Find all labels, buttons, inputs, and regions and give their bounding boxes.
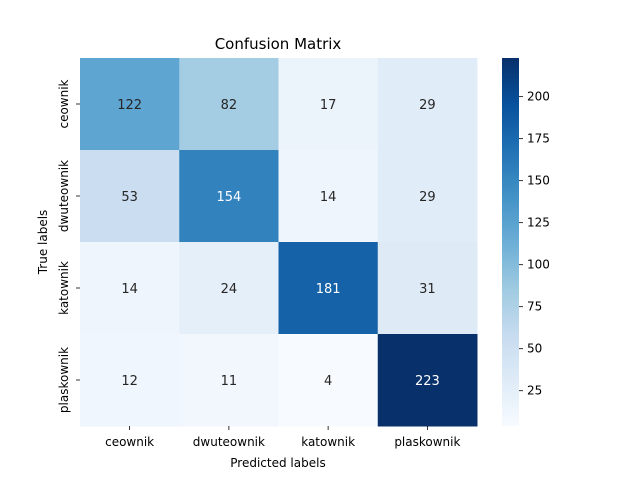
heatmap-cell (179, 334, 279, 427)
y-tick-label: ceownik (57, 79, 71, 128)
colorbar-tick-label: 50 (527, 342, 542, 356)
y-axis-label: True labels (36, 210, 50, 276)
colorbar-tick-label: 125 (527, 216, 550, 230)
heatmap-cell (80, 334, 180, 427)
heatmap-cell (377, 58, 478, 151)
y-tick-label: dwuteownik (57, 160, 71, 232)
heatmap-cell (278, 150, 379, 243)
cell-value-label: 17 (320, 98, 337, 113)
cell-value-label: 122 (117, 98, 142, 113)
cell-value-label: 82 (221, 98, 238, 113)
x-tick-labels: ceownik dwuteownik katownik plaskownik (105, 426, 460, 449)
chart-title: Confusion Matrix (215, 35, 342, 53)
colorbar-tick-label: 100 (527, 258, 550, 272)
heatmap-cell (278, 242, 379, 335)
cell-value-label: 181 (316, 282, 341, 297)
y-tick-label: plaskownik (57, 347, 71, 413)
heatmap-cell (377, 242, 478, 335)
heatmap-cell (377, 334, 478, 427)
y-tick-label: katownik (57, 261, 71, 315)
cell-value-label: 29 (419, 190, 436, 205)
x-tick-label: plaskownik (394, 435, 460, 449)
colorbar-tick-label: 150 (527, 174, 550, 188)
heatmap-cell (179, 150, 279, 243)
x-tick-label: ceownik (105, 435, 154, 449)
colorbar-tick-label: 175 (527, 132, 550, 146)
cell-value-label: 24 (221, 282, 238, 297)
colorbar-ticks: 25 50 75 100 125 150 175 200 (519, 90, 550, 398)
colorbar-tick-label: 75 (527, 300, 542, 314)
cell-value-label: 31 (419, 282, 436, 297)
y-tick-labels: ceownik dwuteownik katownik plaskownik (57, 79, 80, 413)
heatmap-cell (278, 58, 379, 151)
heatmap-cell (80, 242, 180, 335)
cell-value-label: 14 (121, 282, 138, 297)
heatmap-cells: 122 82 17 29 53 154 14 29 14 24 181 31 12 11 4 223 (80, 58, 478, 427)
cell-value-label: 53 (121, 190, 138, 205)
colorbar (502, 58, 519, 426)
heatmap-cell (179, 58, 279, 151)
colorbar-tick-label: 25 (527, 384, 542, 398)
x-tick-label: dwuteownik (193, 435, 265, 449)
x-axis-label: Predicted labels (230, 456, 325, 470)
cell-value-label: 11 (221, 374, 238, 389)
heatmap-cell (80, 150, 180, 243)
cell-value-label: 12 (121, 374, 138, 389)
x-tick-label: katownik (301, 435, 355, 449)
colorbar-tick-label: 200 (527, 90, 550, 104)
heatmap-cell (278, 334, 379, 427)
heatmap-cell (80, 58, 180, 151)
heatmap-cell (377, 150, 478, 243)
cell-value-label: 29 (419, 98, 436, 113)
cell-value-label: 4 (324, 374, 332, 389)
cell-value-label: 223 (415, 374, 440, 389)
heatmap-cell (179, 242, 279, 335)
cell-value-label: 154 (216, 190, 241, 205)
cell-value-label: 14 (320, 190, 337, 205)
